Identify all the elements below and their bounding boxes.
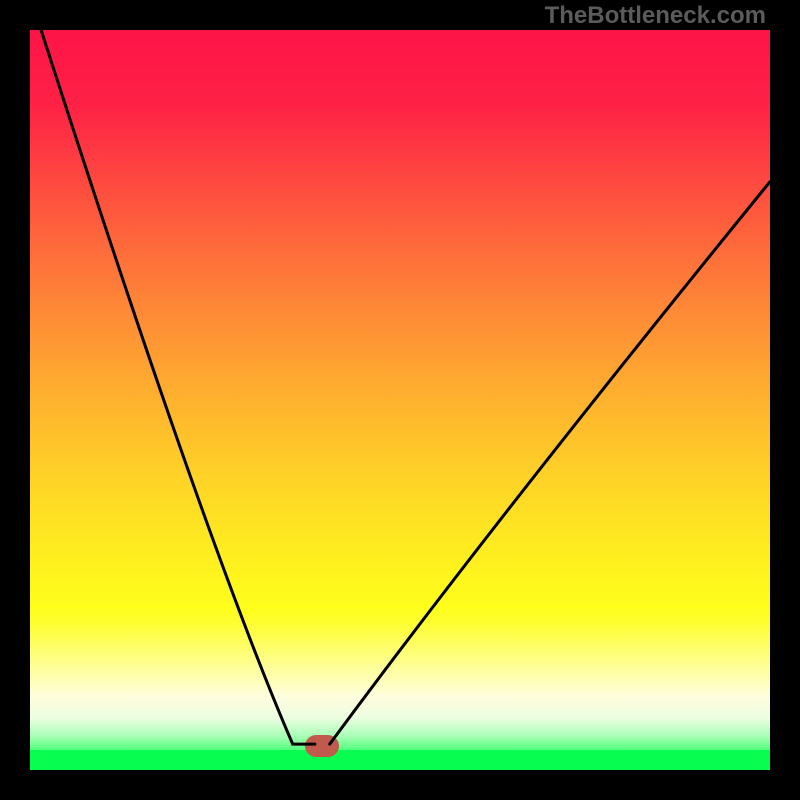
outer-frame: TheBottleneck.com bbox=[0, 0, 800, 800]
watermark-text: TheBottleneck.com bbox=[545, 2, 766, 30]
plot-area bbox=[30, 30, 770, 770]
bottleneck-curve bbox=[30, 30, 770, 770]
